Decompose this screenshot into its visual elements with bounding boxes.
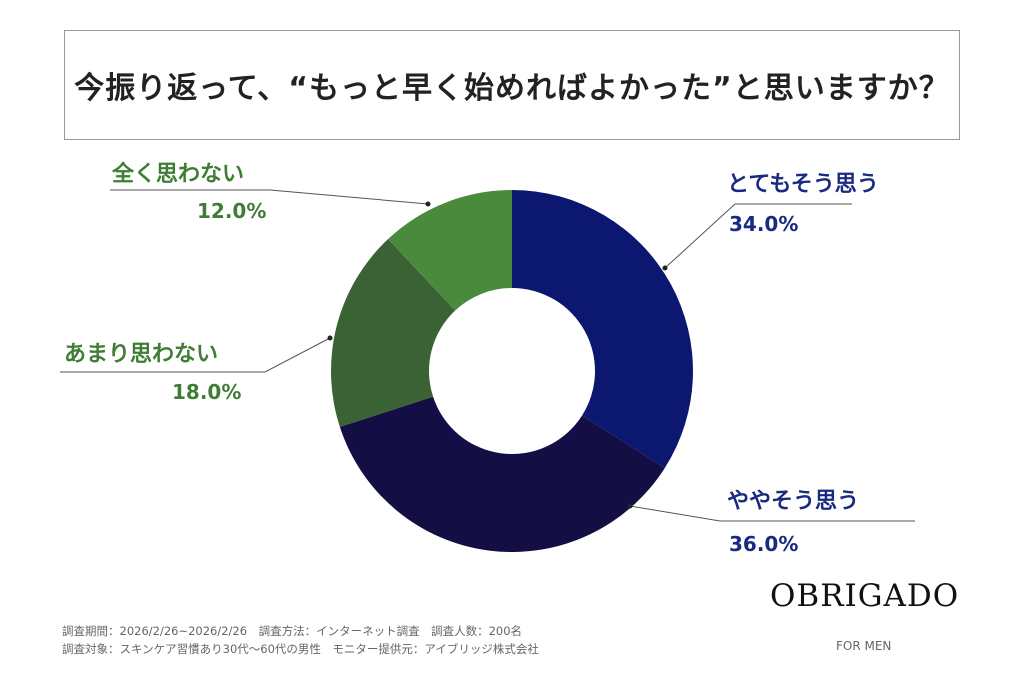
label-cat-1: ややそう思う (727, 489, 860, 514)
label-cat-0: とてもそう思う (727, 172, 879, 197)
survey-footer: 調査期間：2026/2/26~2026/2/26 調査方法：インターネット調査 … (62, 622, 539, 658)
leader-line-1 (629, 505, 915, 522)
donut-slice-3 (388, 190, 512, 311)
label-cat-3: 全く思わない (112, 162, 245, 187)
title-box: 今振り返って、“もっと早く始めればよかった”と思いますか？ (64, 30, 960, 140)
value-label-1: 36.0% (729, 532, 799, 556)
value-label-2: 18.0% (172, 380, 242, 404)
donut-slice-1 (339, 396, 665, 552)
brand-sub: FOR MEN (836, 639, 892, 653)
leader-line-3 (110, 189, 429, 205)
footer-line-1: 調査期間：2026/2/26~2026/2/26 調査方法：インターネット調査 … (62, 624, 523, 638)
leader-dot-2 (327, 335, 333, 341)
leader-dot-3 (425, 201, 431, 207)
leader-dot-1 (627, 503, 633, 509)
chart-title: 今振り返って、“もっと早く始めればよかった”と思いますか？ (74, 71, 950, 106)
donut-slice-2 (331, 239, 456, 427)
footer-line-2: 調査対象：スキンケア習慣あり30代～60代の男性 モニター提供元：アイブリッジ株… (62, 642, 539, 656)
leader-line-2 (60, 337, 331, 373)
leader-line-0 (664, 203, 852, 269)
label-cat-2: あまり思わない (64, 342, 219, 367)
leader-dot-0 (662, 265, 668, 271)
brand-logo: OBRIGADO (770, 578, 960, 614)
value-label-3: 12.0% (197, 199, 267, 223)
value-label-0: 34.0% (729, 212, 799, 236)
donut-slice-0 (512, 190, 693, 468)
